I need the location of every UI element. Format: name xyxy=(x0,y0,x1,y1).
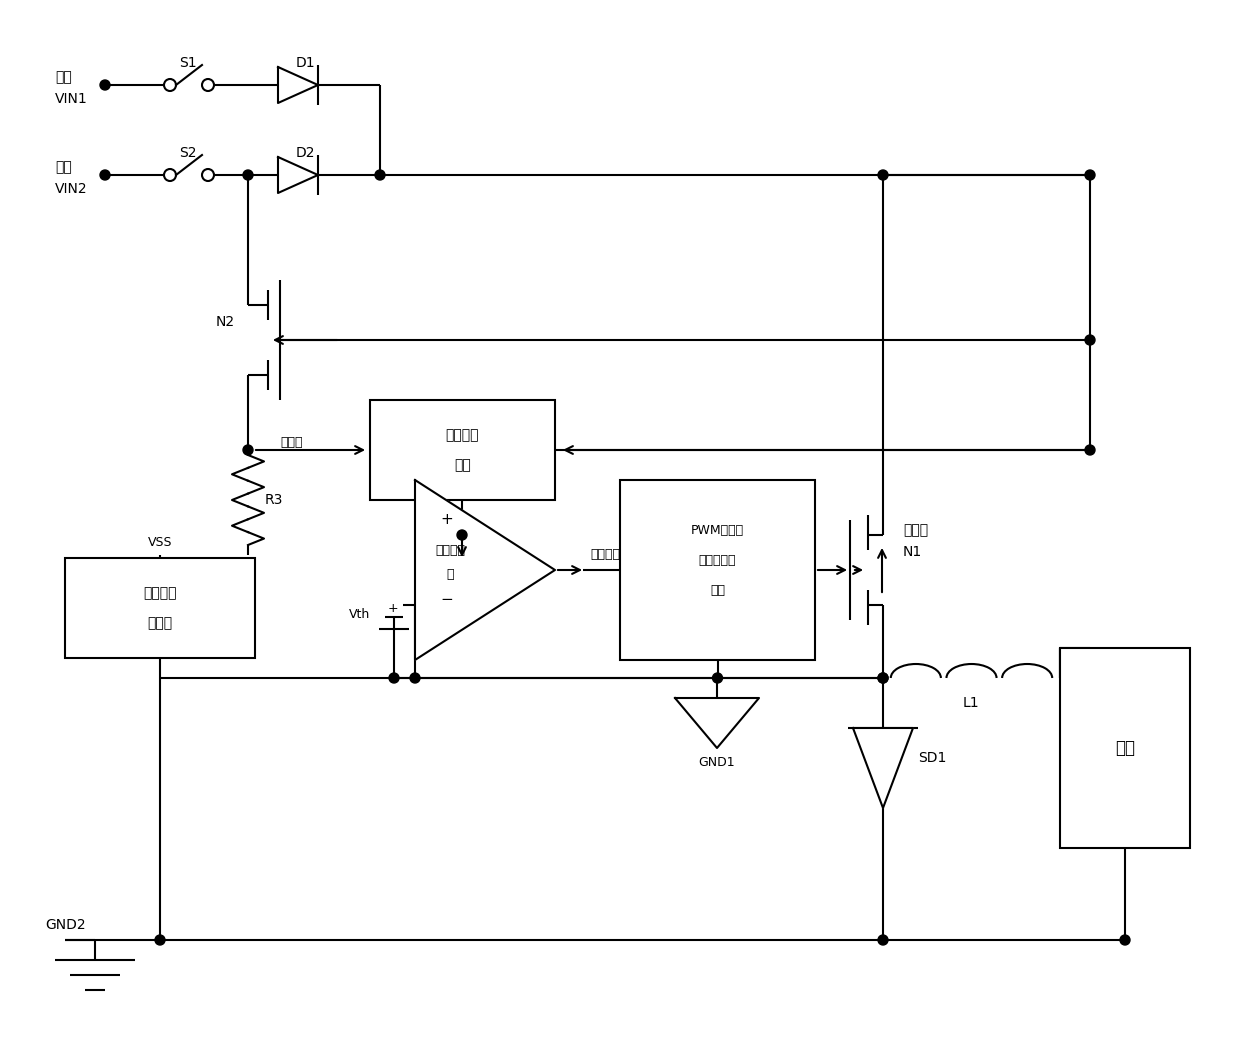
Text: D2: D2 xyxy=(295,146,315,160)
Circle shape xyxy=(878,935,888,945)
Bar xyxy=(370,400,556,500)
Text: 电压比较: 电压比较 xyxy=(435,544,465,556)
Text: VIN1: VIN1 xyxy=(55,92,88,106)
Text: 逻辑信号: 逻辑信号 xyxy=(590,547,620,561)
Text: N2: N2 xyxy=(216,315,236,329)
Text: N1: N1 xyxy=(903,545,923,559)
Text: −: − xyxy=(440,592,453,608)
Text: GND1: GND1 xyxy=(698,757,735,769)
Circle shape xyxy=(713,673,723,683)
Circle shape xyxy=(458,530,467,540)
Circle shape xyxy=(878,673,888,683)
Text: PWM控制及: PWM控制及 xyxy=(691,524,744,537)
Text: 器: 器 xyxy=(446,568,454,582)
Text: Vth: Vth xyxy=(348,609,370,621)
Circle shape xyxy=(1085,170,1095,180)
Text: 电源: 电源 xyxy=(55,160,72,174)
Polygon shape xyxy=(278,157,317,193)
Circle shape xyxy=(243,445,253,455)
Text: 功率管: 功率管 xyxy=(903,523,928,537)
Text: D1: D1 xyxy=(295,56,315,70)
Text: VSS: VSS xyxy=(148,536,172,548)
Circle shape xyxy=(374,170,384,180)
Text: 电路: 电路 xyxy=(454,458,471,472)
Text: 检测点: 检测点 xyxy=(280,436,303,449)
Text: S2: S2 xyxy=(180,146,197,160)
Text: 负电源产: 负电源产 xyxy=(144,586,177,601)
Bar xyxy=(64,558,255,658)
Text: 电源: 电源 xyxy=(55,70,72,84)
Circle shape xyxy=(1085,445,1095,455)
Text: +: + xyxy=(388,602,398,614)
Polygon shape xyxy=(415,480,556,660)
Text: L1: L1 xyxy=(962,696,980,709)
Text: 负载: 负载 xyxy=(1115,739,1135,757)
Circle shape xyxy=(155,935,165,945)
Text: VIN2: VIN2 xyxy=(55,182,88,196)
Circle shape xyxy=(243,170,253,180)
Circle shape xyxy=(389,673,399,683)
Text: S1: S1 xyxy=(180,56,197,70)
Circle shape xyxy=(410,673,420,683)
Circle shape xyxy=(1085,335,1095,345)
Bar xyxy=(1060,648,1190,848)
Circle shape xyxy=(100,80,110,90)
Text: 功率管驱动: 功率管驱动 xyxy=(699,553,737,567)
Circle shape xyxy=(100,170,110,180)
Text: 电路: 电路 xyxy=(711,584,725,596)
Circle shape xyxy=(1120,935,1130,945)
Circle shape xyxy=(878,673,888,683)
Polygon shape xyxy=(278,67,317,103)
Text: +: + xyxy=(440,512,453,527)
Text: 采样保持: 采样保持 xyxy=(445,428,479,442)
Text: R3: R3 xyxy=(265,493,284,507)
Text: GND2: GND2 xyxy=(45,918,86,932)
Text: SD1: SD1 xyxy=(918,751,946,765)
Text: 生电路: 生电路 xyxy=(148,616,172,630)
Circle shape xyxy=(878,170,888,180)
Bar xyxy=(620,480,815,660)
Polygon shape xyxy=(853,728,913,808)
